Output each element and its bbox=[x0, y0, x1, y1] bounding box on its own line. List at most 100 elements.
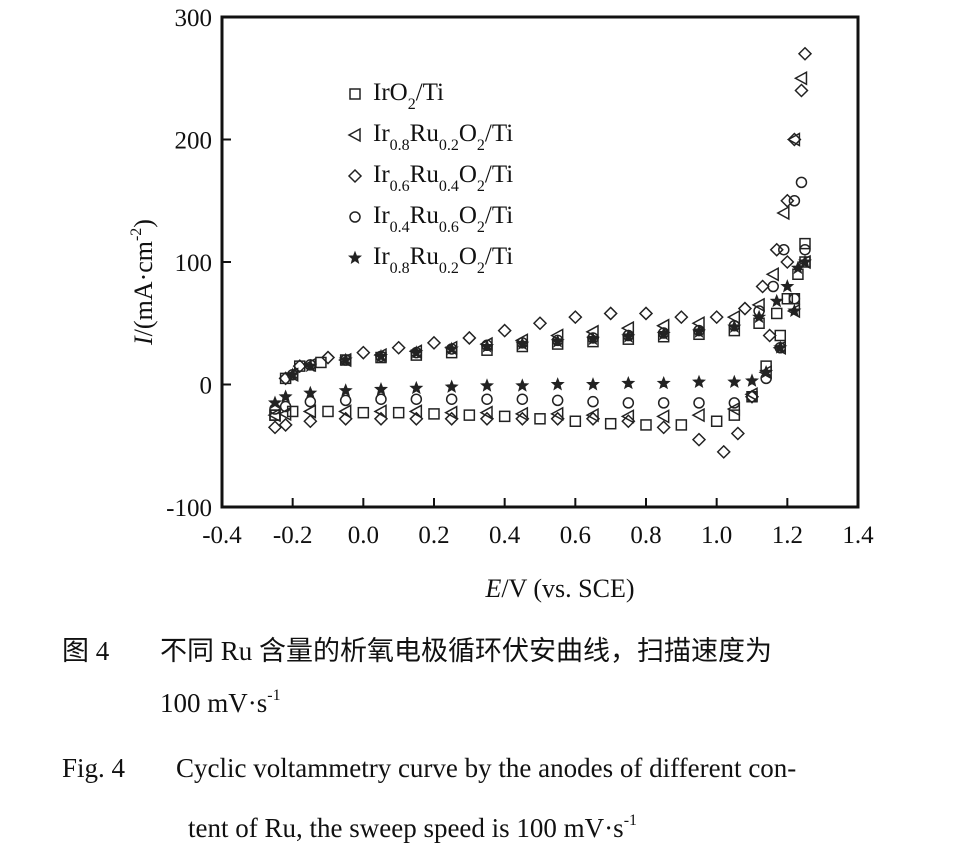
data-point bbox=[338, 352, 353, 367]
data-point bbox=[479, 405, 493, 420]
legend-marker bbox=[349, 88, 361, 100]
data-point bbox=[709, 310, 724, 325]
legend-marker bbox=[349, 211, 361, 223]
data-point bbox=[585, 411, 601, 426]
data-point bbox=[692, 324, 706, 338]
legend: IrO2/Ti Ir0.8Ru0.2O2/Ti Ir0.6Ru0.4O2/Ti Ir0… bbox=[347, 79, 513, 277]
data-point bbox=[550, 334, 565, 348]
data-point bbox=[737, 301, 752, 316]
data-point bbox=[514, 406, 529, 422]
data-point bbox=[550, 406, 564, 422]
x-tick-label: 0.4 bbox=[489, 522, 521, 549]
data-point bbox=[304, 395, 317, 408]
data-point bbox=[603, 306, 618, 321]
data-point bbox=[788, 195, 801, 207]
y-tick-label: 0 bbox=[200, 373, 213, 400]
data-point bbox=[568, 310, 583, 325]
data-point bbox=[586, 377, 600, 391]
data-point bbox=[498, 410, 511, 423]
data-point bbox=[794, 83, 809, 98]
data-point bbox=[755, 279, 770, 294]
data-point bbox=[285, 367, 300, 381]
data-point bbox=[726, 401, 741, 417]
data-point bbox=[773, 340, 788, 354]
data-point bbox=[373, 404, 387, 419]
data-point bbox=[534, 413, 546, 425]
data-point bbox=[409, 345, 424, 359]
data-point bbox=[303, 358, 318, 373]
x-tick-label: -0.4 bbox=[202, 522, 242, 549]
data-point bbox=[586, 331, 600, 346]
data-point bbox=[656, 409, 670, 424]
data-point bbox=[303, 385, 318, 400]
data-point bbox=[674, 310, 689, 325]
data-point bbox=[604, 417, 617, 430]
legend-label: IrO2/Ti bbox=[373, 79, 444, 113]
data-point bbox=[585, 407, 599, 423]
data-point bbox=[278, 389, 293, 403]
data-point bbox=[716, 444, 731, 459]
data-point bbox=[497, 323, 512, 338]
series-4 bbox=[269, 176, 811, 415]
data-point bbox=[774, 329, 787, 342]
series-5 bbox=[268, 254, 812, 409]
data-point bbox=[515, 336, 530, 351]
data-point bbox=[780, 254, 795, 270]
legend-marker bbox=[348, 250, 362, 265]
x-tick-label: 1.0 bbox=[701, 522, 732, 549]
data-point bbox=[338, 383, 353, 397]
data-point bbox=[776, 205, 790, 221]
legend-item-1: IrO2/Ti bbox=[349, 79, 444, 113]
x-tick-label: 0.2 bbox=[418, 522, 449, 549]
data-point bbox=[621, 375, 636, 390]
data-point bbox=[691, 432, 707, 447]
data-point bbox=[551, 394, 564, 407]
data-point bbox=[638, 306, 654, 321]
data-point bbox=[515, 378, 530, 392]
data-point bbox=[463, 409, 476, 421]
data-point bbox=[391, 340, 406, 355]
data-point bbox=[693, 397, 705, 409]
data-point bbox=[656, 375, 671, 390]
data-point bbox=[374, 382, 388, 396]
data-point bbox=[339, 394, 352, 407]
data-point bbox=[799, 244, 811, 256]
caption-cn-line1: 不同 Ru 含量的析氧电极循环伏安曲线，扫描速度为 bbox=[160, 636, 773, 666]
caption-en-line2-sup: -1 bbox=[623, 812, 638, 829]
caption-en-line1: Cyclic voltammetry curve by the anodes o… bbox=[176, 753, 797, 783]
data-point bbox=[444, 379, 459, 393]
data-point bbox=[409, 380, 424, 395]
data-series bbox=[267, 46, 813, 459]
figure-caption: 图 4 不同 Ru 含量的析氧电极循环伏安曲线，扫描速度为 100 mV·s-1… bbox=[0, 626, 975, 859]
svg-text:I/(mA·cm-2): I/(mA·cm-2) bbox=[128, 219, 158, 346]
data-point bbox=[515, 411, 530, 426]
data-point bbox=[656, 326, 671, 341]
data-point bbox=[656, 420, 671, 435]
data-point bbox=[569, 415, 582, 427]
data-point bbox=[320, 350, 336, 365]
data-point bbox=[728, 397, 741, 409]
data-point bbox=[795, 176, 808, 189]
x-tick-label: -0.2 bbox=[273, 522, 313, 549]
data-point bbox=[444, 341, 459, 355]
data-point bbox=[798, 254, 812, 269]
data-point bbox=[781, 293, 794, 305]
data-point bbox=[621, 414, 636, 429]
data-point bbox=[481, 393, 493, 405]
axis-ticks bbox=[221, 16, 859, 508]
x-tick-label: 0.6 bbox=[560, 522, 591, 549]
data-point bbox=[267, 407, 281, 423]
legend-item-3: Ir0.6Ru0.4O2/Ti bbox=[347, 161, 513, 195]
data-point bbox=[338, 404, 352, 419]
data-point bbox=[338, 411, 353, 426]
data-point bbox=[788, 293, 801, 305]
data-point bbox=[375, 393, 387, 405]
legend-item-2: Ir0.8Ru0.2O2/Ti bbox=[347, 120, 513, 154]
data-point bbox=[620, 409, 635, 424]
data-point bbox=[751, 297, 765, 313]
data-point bbox=[409, 411, 424, 426]
plot-area-frame bbox=[220, 15, 860, 509]
data-point bbox=[278, 417, 293, 432]
data-point bbox=[622, 397, 635, 409]
data-point bbox=[621, 329, 636, 343]
